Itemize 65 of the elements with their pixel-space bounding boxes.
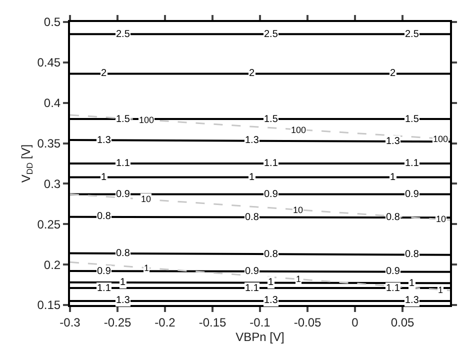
series-label: 0.8 [386,212,400,223]
text: 1.5 [405,114,419,125]
y-tick-label: 0.2 [44,258,61,272]
text: 1.1 [386,283,400,294]
series-label: 1.1 [97,283,112,294]
text: 0.8 [405,249,419,260]
x-axis-title: VBPn [V] [236,330,284,344]
y-tick-label: 0.3 [44,176,61,191]
series-label: 1 [296,274,302,284]
y-tick-label: 0.15 [37,298,61,312]
series-label: 0.8 [116,248,130,259]
text: 1.1 [245,283,259,294]
text: 1.3 [264,295,278,306]
y-tick-label: 0.5 [44,15,61,30]
text: 1.3 [405,295,419,306]
series-label: 100 [291,125,306,135]
series-label: 2 [101,68,107,79]
text: 1 [390,172,396,183]
x-tick-label: -0.3 [60,315,81,330]
x-tick-label: -0.25 [104,315,132,330]
text: 2 [249,68,255,79]
text: 1 [144,263,150,273]
series-label: 2.5 [116,29,130,40]
text: 2 [390,68,396,79]
text: 1.5 [264,114,278,125]
series-label: 0.9 [245,266,260,277]
text: 100 [139,115,154,125]
series-label: 1.1 [116,158,130,169]
x-tick-label: 0 [352,315,359,330]
x-tick-label: 0.05 [390,315,414,330]
x-tick-label: -0.1 [250,315,271,330]
series-label: 1 [101,172,107,183]
x-tick-label: -0.2 [154,315,176,330]
y-tick-label: 0.25 [37,217,61,232]
text: 1 [268,277,274,288]
text: 10 [436,214,446,224]
text: 100 [433,134,448,144]
series-label: 10 [141,194,152,204]
text: 1.1 [405,158,419,169]
series-label: 1 [120,277,126,288]
text: 1 [438,285,444,295]
text: 1.3 [97,135,111,146]
text: 0.8 [97,211,111,222]
series-label: 0.9 [116,189,130,200]
text: 1 [409,278,415,289]
text: 0.9 [405,189,419,200]
series-label: 1.3 [116,295,130,306]
series-label: 1.5 [116,114,130,125]
text: 0.9 [386,266,400,277]
y-tick-label: 0.35 [37,136,61,150]
text: 2.5 [264,29,278,40]
text: 1 [249,172,255,183]
y-tick-label: 0.4 [44,96,61,110]
text: 1.1 [264,158,278,169]
text: 0.9 [264,189,278,200]
text: 0.8 [264,249,278,260]
x-tick-label: -0.05 [294,315,322,330]
text: 10 [293,205,304,215]
y-tick-label: 0.45 [37,56,61,70]
series-label: 1.3 [386,136,400,147]
text: 0.8 [245,212,259,223]
text: 0.9 [97,266,111,277]
x-tick-label: -0.15 [198,315,226,330]
text: 2.5 [405,29,419,40]
text: 1.3 [245,135,259,146]
